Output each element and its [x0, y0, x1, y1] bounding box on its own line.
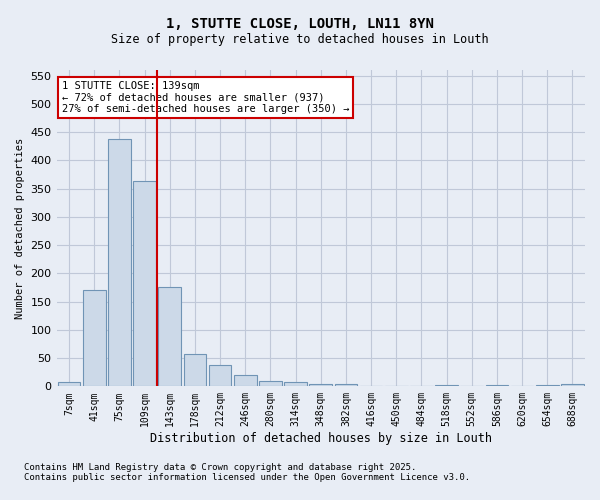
Bar	[158, 288, 181, 386]
Bar	[485, 384, 508, 386]
Text: 1 STUTTE CLOSE: 139sqm
← 72% of detached houses are smaller (937)
27% of semi-de: 1 STUTTE CLOSE: 139sqm ← 72% of detached…	[62, 81, 349, 114]
Bar	[83, 290, 106, 386]
Text: Contains HM Land Registry data © Crown copyright and database right 2025.: Contains HM Land Registry data © Crown c…	[24, 464, 416, 472]
Text: Size of property relative to detached houses in Louth: Size of property relative to detached ho…	[111, 32, 489, 46]
Bar	[234, 375, 257, 386]
Bar	[284, 382, 307, 386]
Bar	[133, 182, 156, 386]
Bar	[536, 384, 559, 386]
Bar	[259, 380, 282, 386]
Y-axis label: Number of detached properties: Number of detached properties	[15, 138, 25, 319]
Bar	[435, 384, 458, 386]
Text: 1, STUTTE CLOSE, LOUTH, LN11 8YN: 1, STUTTE CLOSE, LOUTH, LN11 8YN	[166, 18, 434, 32]
Bar	[58, 382, 80, 386]
Bar	[209, 365, 232, 386]
Bar	[561, 384, 584, 386]
Bar	[108, 140, 131, 386]
X-axis label: Distribution of detached houses by size in Louth: Distribution of detached houses by size …	[150, 432, 492, 445]
Text: Contains public sector information licensed under the Open Government Licence v3: Contains public sector information licen…	[24, 474, 470, 482]
Bar	[184, 354, 206, 386]
Bar	[310, 384, 332, 386]
Bar	[335, 384, 357, 386]
